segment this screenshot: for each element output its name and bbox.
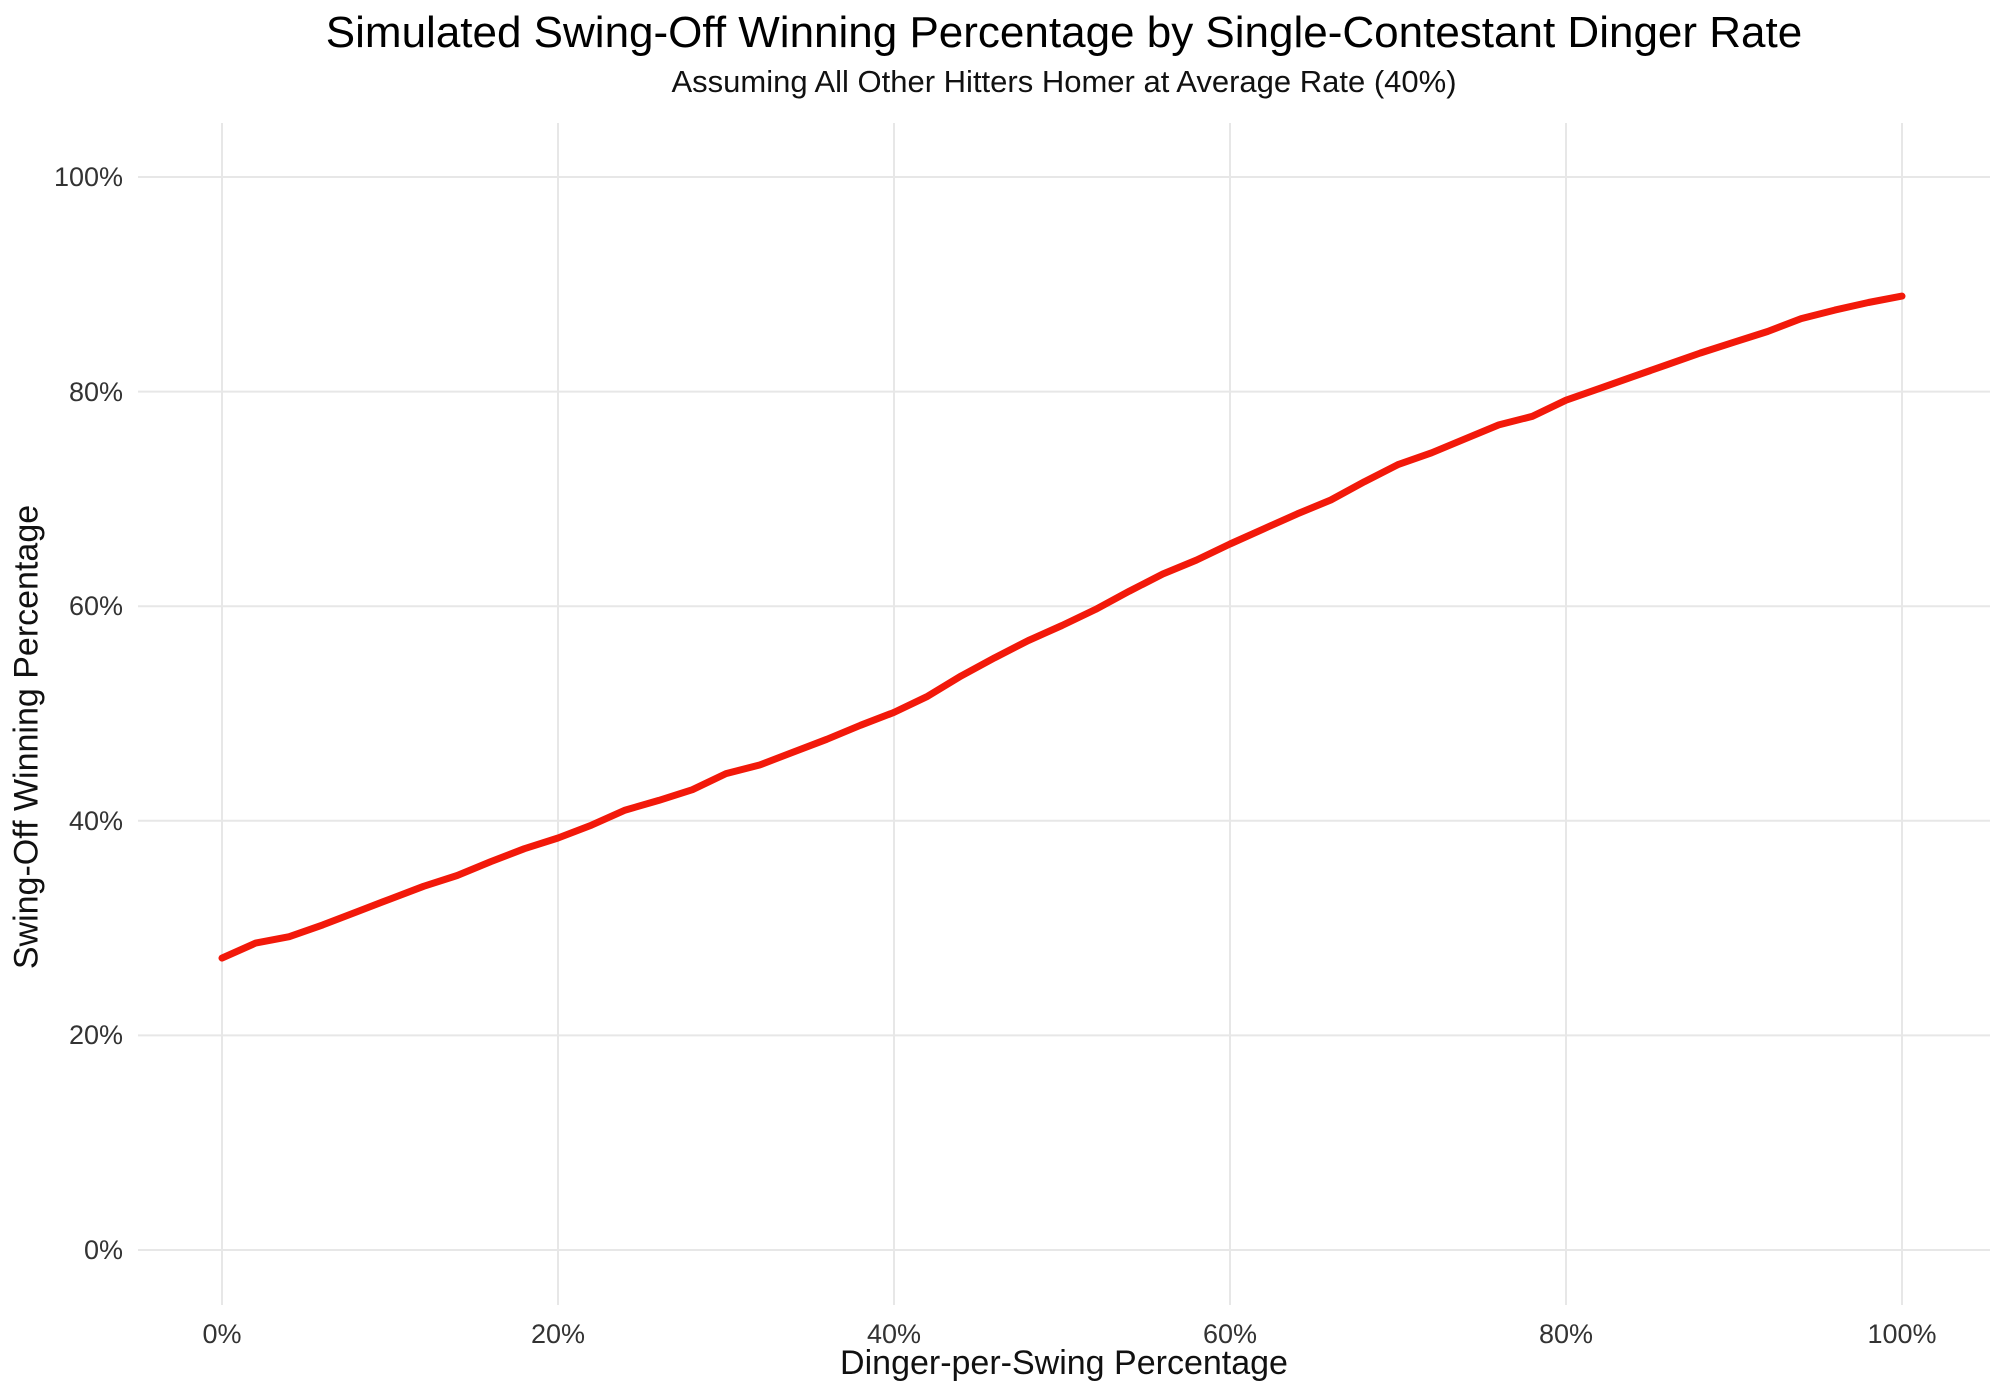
y-tick-label: 100% xyxy=(53,162,123,192)
chart-subtitle: Assuming All Other Hitters Homer at Aver… xyxy=(671,64,1457,99)
y-tick-label: 40% xyxy=(68,805,123,836)
chart-title: Simulated Swing-Off Winning Percentage b… xyxy=(325,8,1803,57)
x-tick-label: 80% xyxy=(1538,1319,1594,1349)
x-tick-label: 100% xyxy=(1867,1319,1937,1349)
y-tick-label: 0% xyxy=(83,1235,123,1265)
x-tick-label: 0% xyxy=(202,1319,242,1349)
y-axis-title: Swing-Off Winning Percentage xyxy=(7,504,46,970)
x-axis-title: Dinger-per-Swing Percentage xyxy=(840,1344,1288,1382)
y-tick-label: 60% xyxy=(68,591,123,622)
x-tick-label: 40% xyxy=(866,1319,922,1349)
y-tick-label: 80% xyxy=(68,376,123,407)
x-tick-label: 60% xyxy=(1202,1319,1258,1349)
series-line xyxy=(218,292,1906,962)
y-tick-label: 20% xyxy=(68,1020,123,1051)
x-tick-label: 20% xyxy=(530,1319,586,1349)
